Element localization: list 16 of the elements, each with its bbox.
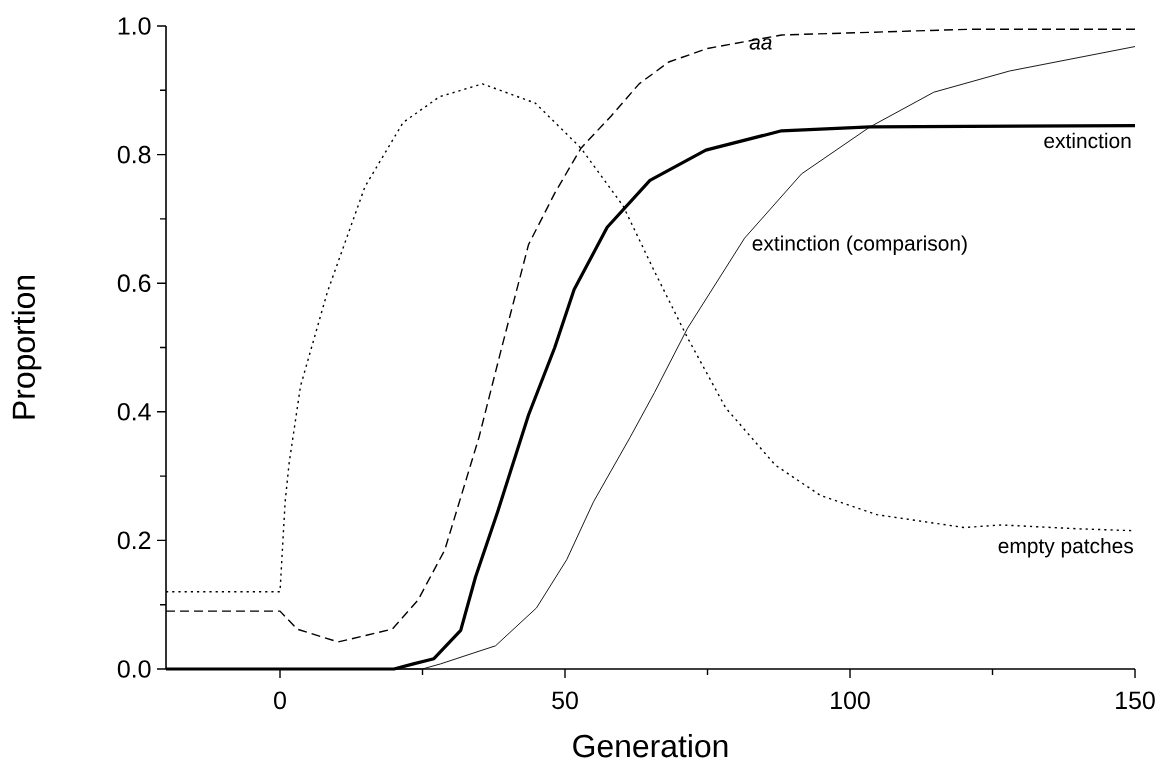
x-tick-label: 0 [274,691,286,710]
series-label: extinction [1044,132,1131,149]
x-tick-label: 100 [831,691,870,710]
y-tick-label: 0.8 [117,145,151,164]
series-label: empty patches [998,537,1134,558]
series-label: extinction (comparison) [752,235,967,255]
y-tick-label: 0.6 [117,274,151,293]
series-label: aa [749,38,772,50]
x-tick-label: 150 [1116,691,1155,710]
x-tick-label: 50 [552,691,578,710]
y-axis-title: Proportion [11,276,42,419]
y-tick-label: 0.0 [117,660,151,678]
y-tick-label: 1.0 [118,17,151,35]
y-tick-label: 0.2 [117,531,151,550]
y-tick-label: 0.4 [117,402,151,421]
x-axis-title: Generation [573,733,728,758]
